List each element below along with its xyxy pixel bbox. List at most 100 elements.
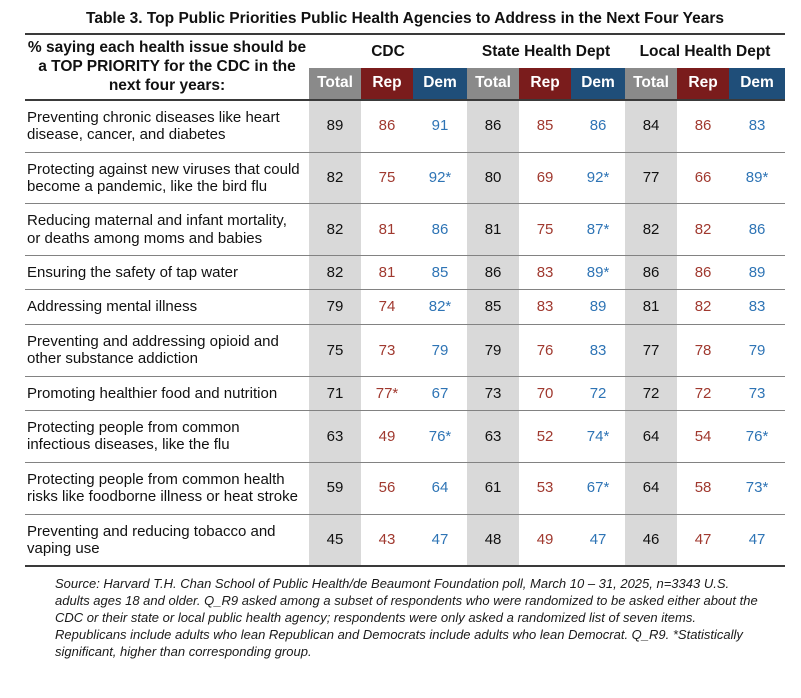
- cell-dem: 83: [729, 289, 786, 325]
- cell-dem: 91: [431, 117, 449, 135]
- cell-dem: 85: [413, 255, 468, 290]
- cell-rep: 74: [361, 289, 413, 325]
- row-label: Preventing and reducing tobacco and vapi…: [25, 513, 309, 567]
- group-header-state: State Health Dept: [467, 34, 626, 68]
- cell-total: 71: [309, 375, 361, 411]
- cell-rep: 85: [536, 117, 554, 135]
- cell-total: 82: [309, 203, 361, 256]
- cell-dem: 89: [729, 255, 786, 290]
- cell-total: 73: [467, 375, 520, 411]
- cell-dem: 86: [413, 203, 468, 256]
- cell-dem: 74*: [571, 410, 626, 463]
- cell-rep: 78: [677, 323, 730, 377]
- cell-total: 82: [309, 151, 361, 204]
- cell-dem: 72: [571, 375, 626, 411]
- cell-rep: 86: [677, 255, 730, 290]
- cell-total: 89: [309, 99, 361, 152]
- cell-total: 64: [625, 410, 678, 463]
- cell-dem: 92*: [571, 151, 626, 204]
- cell-dem: 83: [748, 117, 766, 135]
- cell-dem: 89*: [729, 151, 786, 204]
- cell-dem: 76*: [729, 410, 786, 463]
- cell-total: 81: [467, 203, 520, 256]
- cell-total: 72: [625, 375, 678, 411]
- cell-dem: 79: [729, 323, 786, 377]
- cell-dem: 86: [589, 117, 607, 135]
- cell-total: 48: [467, 513, 520, 567]
- cell-rep: 82: [677, 203, 730, 256]
- table-row: Preventing and reducing tobacco and vapi…: [25, 513, 786, 567]
- cell-dem: 87*: [571, 203, 626, 256]
- cell-dem: 83: [571, 323, 626, 377]
- cell-rep: 86: [378, 117, 396, 135]
- cell-total: 80: [467, 151, 520, 204]
- cell-dem: 86: [729, 203, 786, 256]
- cell-dem: 79: [413, 323, 468, 377]
- group-header-row: % saying each health issue should be a T…: [25, 34, 786, 101]
- group-header-local: Local Health Dept: [625, 34, 786, 68]
- cell-rep: 77*: [361, 375, 413, 411]
- cell-dem: 73: [729, 375, 786, 411]
- column-header-row: Total Rep Dem Total Rep Dem Total Rep De…: [25, 67, 786, 101]
- cell-rep: 49: [361, 410, 413, 463]
- cell-dem: 67: [413, 375, 468, 411]
- group-header-cdc: CDC: [309, 34, 468, 68]
- cell-rep: 76: [519, 323, 572, 377]
- col-header-dem: Dem: [729, 67, 786, 101]
- table-title: Table 3. Top Public Priorities Public He…: [86, 10, 724, 27]
- table-row: Protecting people from common health ris…: [25, 461, 786, 515]
- cell-total: 79: [309, 289, 361, 325]
- cell-rep: 66: [677, 151, 730, 204]
- cell-total: 82: [625, 203, 678, 256]
- cell-rep: 75: [519, 203, 572, 256]
- cell-dem: 89: [571, 289, 626, 325]
- row-label: Preventing chronic diseases like heart d…: [27, 108, 280, 144]
- cell-rep: 82: [677, 289, 730, 325]
- cell-dem: 76*: [413, 410, 468, 463]
- cell-total: 45: [309, 513, 361, 567]
- table-row: Addressing mental illness 79 74 82* 85 8…: [25, 289, 786, 325]
- cell-total: 86: [467, 255, 520, 290]
- cell-total: 61: [467, 461, 520, 515]
- cell-total: 86: [625, 255, 678, 290]
- source-footnote: Source: Harvard T.H. Chan School of Publ…: [55, 576, 758, 659]
- cell-rep: 52: [519, 410, 572, 463]
- cell-dem: 67*: [571, 461, 626, 515]
- poll-table: % saying each health issue should be a T…: [25, 33, 786, 568]
- cell-rep: 72: [677, 375, 730, 411]
- cell-rep: 69: [519, 151, 572, 204]
- cell-dem: 92*: [413, 151, 468, 204]
- col-header-total: Total: [309, 67, 361, 101]
- cell-rep: 58: [677, 461, 730, 515]
- cell-total: 85: [467, 289, 520, 325]
- row-label: Reducing maternal and infant mortality, …: [25, 203, 309, 256]
- cell-total: 75: [309, 323, 361, 377]
- cell-rep: 73: [361, 323, 413, 377]
- cell-dem: 64: [413, 461, 468, 515]
- cell-total: 77: [625, 323, 678, 377]
- cell-rep: 47: [677, 513, 730, 567]
- cell-total: 81: [625, 289, 678, 325]
- cell-total: 59: [309, 461, 361, 515]
- table-row: Ensuring the safety of tap water 82 81 8…: [25, 255, 786, 290]
- cell-total: 63: [467, 410, 520, 463]
- col-header-dem: Dem: [571, 67, 626, 101]
- cell-dem: 89*: [571, 255, 626, 290]
- col-header-total: Total: [467, 67, 520, 101]
- table-row: Preventing chronic diseases like heart d…: [25, 99, 785, 152]
- row-label: Ensuring the safety of tap water: [25, 255, 309, 290]
- col-header-rep: Rep: [677, 67, 730, 101]
- col-header-dem: Dem: [413, 67, 468, 101]
- row-label: Protecting people from common infectious…: [25, 410, 309, 463]
- report-page: Table 3. Top Public Priorities Public He…: [25, 10, 786, 659]
- row-label: Promoting healthier food and nutrition: [25, 375, 309, 411]
- cell-rep: 81: [361, 203, 413, 256]
- cell-total: 77: [625, 151, 678, 204]
- cell-dem: 47: [413, 513, 468, 567]
- table-row: Promoting healthier food and nutrition 7…: [25, 375, 786, 411]
- cell-rep: 53: [519, 461, 572, 515]
- cell-total: 82: [309, 255, 361, 290]
- cell-rep: 54: [677, 410, 730, 463]
- cell-rep: 83: [519, 289, 572, 325]
- cell-dem: 82*: [413, 289, 468, 325]
